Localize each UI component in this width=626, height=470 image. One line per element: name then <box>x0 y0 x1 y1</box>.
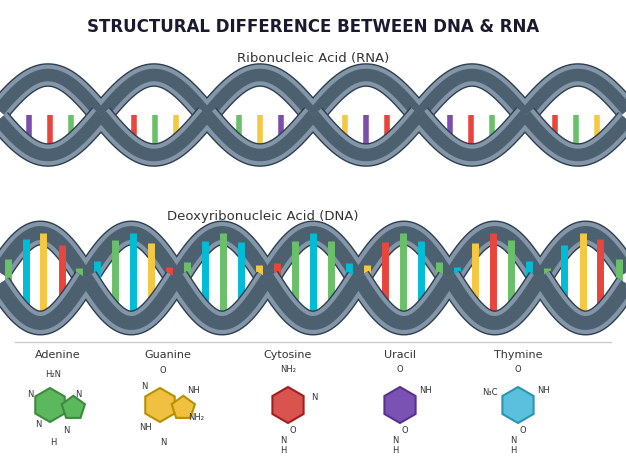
Text: NH₂: NH₂ <box>188 413 204 422</box>
Text: Adenine: Adenine <box>35 350 81 360</box>
Text: H: H <box>510 446 516 455</box>
Text: O: O <box>290 426 296 435</box>
Text: NH₂: NH₂ <box>280 365 296 374</box>
Text: N: N <box>392 436 398 445</box>
Text: H: H <box>280 446 286 455</box>
Text: NH: NH <box>140 423 152 432</box>
Polygon shape <box>145 388 175 422</box>
Text: Deoxyribonucleic Acid (DNA): Deoxyribonucleic Acid (DNA) <box>167 210 359 223</box>
Text: N₃C: N₃C <box>482 388 498 397</box>
Text: O: O <box>402 426 408 435</box>
Text: N: N <box>27 390 33 399</box>
Text: O: O <box>520 426 526 435</box>
Text: O: O <box>397 365 403 374</box>
Text: Ribonucleic Acid (RNA): Ribonucleic Acid (RNA) <box>237 52 389 65</box>
Text: H: H <box>392 446 398 455</box>
Polygon shape <box>61 396 85 418</box>
Text: N: N <box>160 438 166 447</box>
Text: H₂N: H₂N <box>45 370 61 379</box>
Text: NH: NH <box>187 386 199 395</box>
Polygon shape <box>272 387 304 423</box>
Text: O: O <box>160 366 167 375</box>
Text: O: O <box>515 365 521 374</box>
Text: Thymine: Thymine <box>494 350 542 360</box>
Text: N: N <box>141 382 147 391</box>
Text: N: N <box>35 420 41 429</box>
Text: Cytosine: Cytosine <box>264 350 312 360</box>
Text: Uracil: Uracil <box>384 350 416 360</box>
Text: H: H <box>50 438 56 447</box>
Text: STRUCTURAL DIFFERENCE BETWEEN DNA & RNA: STRUCTURAL DIFFERENCE BETWEEN DNA & RNA <box>87 18 539 36</box>
Polygon shape <box>503 387 533 423</box>
Text: N: N <box>75 390 81 399</box>
Polygon shape <box>384 387 416 423</box>
Text: N: N <box>63 426 69 435</box>
Text: NH: NH <box>419 386 433 395</box>
Polygon shape <box>35 388 64 422</box>
Text: N: N <box>510 436 516 445</box>
Text: Guanine: Guanine <box>145 350 192 360</box>
Polygon shape <box>172 396 195 418</box>
Text: N: N <box>311 393 317 402</box>
Text: NH: NH <box>538 386 550 395</box>
Text: N: N <box>280 436 286 445</box>
